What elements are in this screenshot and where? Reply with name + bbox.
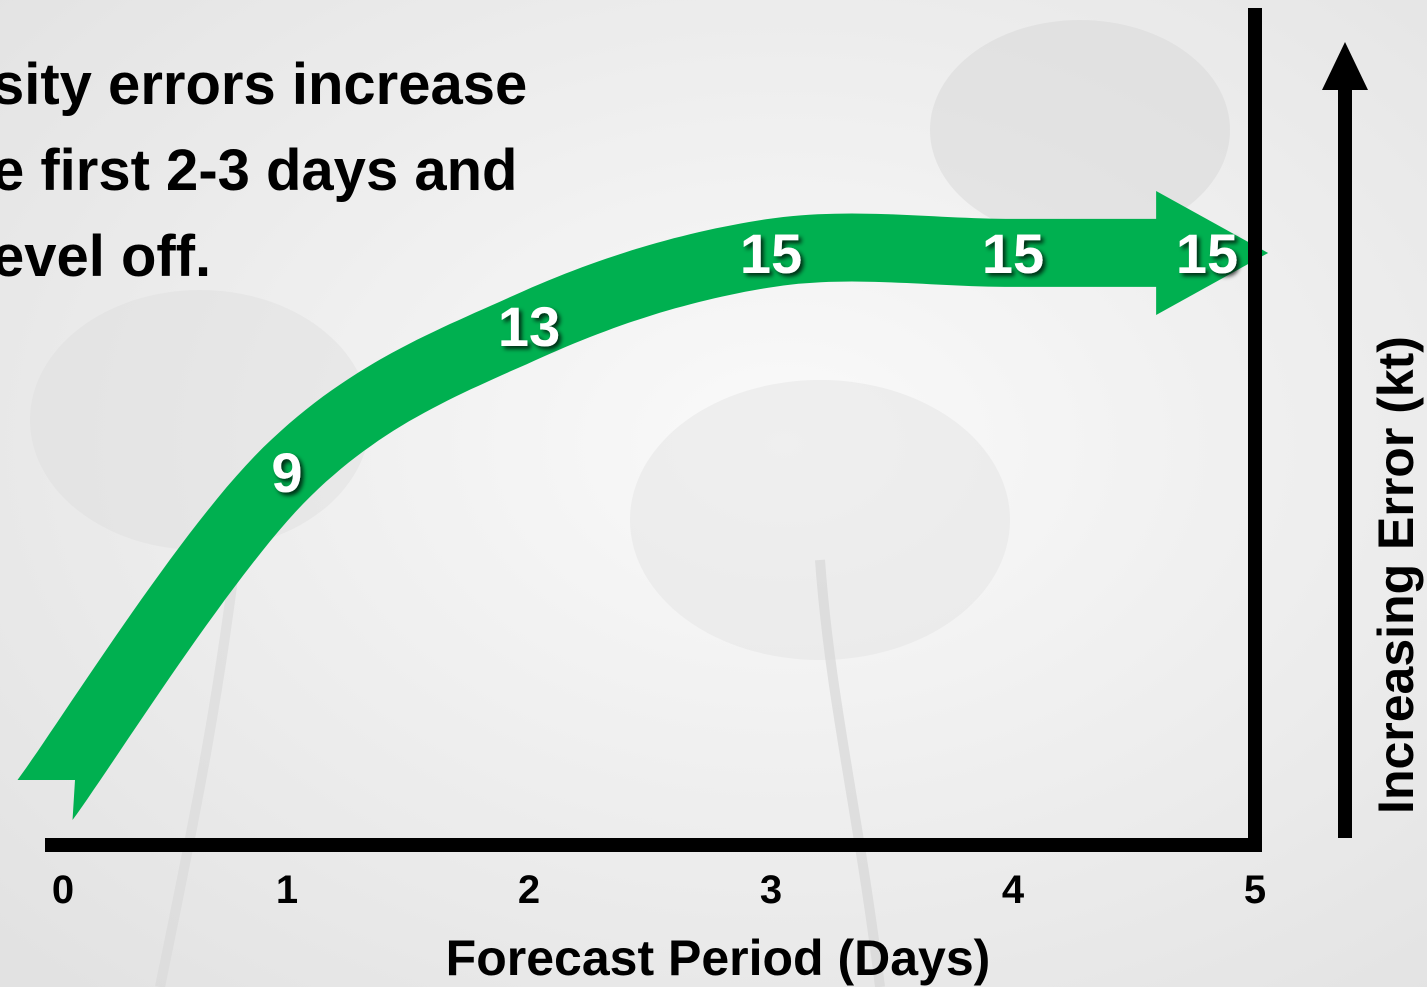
headline: sity errors increase e first 2-3 days an…	[0, 52, 527, 289]
headline-line-1: sity errors increase	[0, 52, 527, 117]
data-label: 13	[498, 295, 560, 358]
x-axis-title: Forecast Period (Days)	[446, 930, 991, 986]
x-tick-label: 0	[52, 868, 74, 912]
data-labels: 9 13 15 15 15	[271, 222, 1238, 504]
x-tick-label: 5	[1244, 868, 1266, 912]
x-tick-label: 4	[1002, 868, 1025, 912]
headline-line-3: evel off.	[0, 224, 211, 289]
trend-arrow-head	[1156, 190, 1269, 315]
x-tick-label: 3	[760, 868, 782, 912]
x-tick-label: 1	[276, 868, 298, 912]
data-label: 15	[740, 222, 802, 285]
data-label: 15	[1176, 222, 1238, 285]
y-axis-title: Increasing Error (kt)	[1368, 336, 1424, 814]
trend-arrow-band	[17, 213, 1159, 820]
data-label: 15	[982, 222, 1044, 285]
increasing-error-arrow	[1322, 42, 1368, 838]
x-tick-label: 2	[518, 868, 540, 912]
headline-line-2: e first 2-3 days and	[0, 138, 517, 203]
data-label: 9	[271, 441, 302, 504]
x-tick-labels: 0 1 2 3 4 5	[52, 868, 1266, 912]
